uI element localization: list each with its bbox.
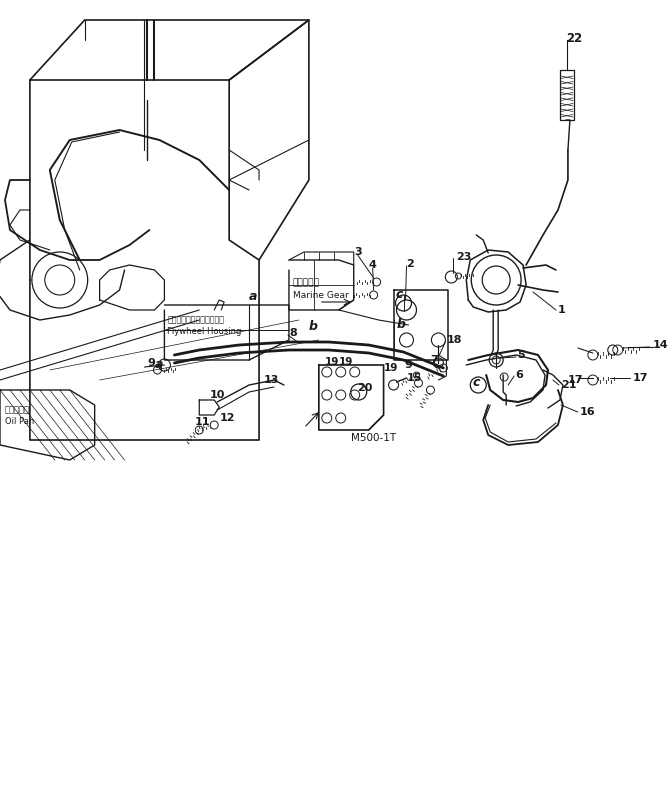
- Text: 3: 3: [355, 247, 362, 257]
- Text: 11: 11: [194, 417, 210, 427]
- Text: M500-1T: M500-1T: [351, 433, 396, 443]
- Text: c: c: [396, 289, 403, 302]
- Text: 9: 9: [147, 358, 155, 368]
- Text: 8: 8: [289, 328, 297, 338]
- Text: a: a: [249, 290, 257, 302]
- Text: 16: 16: [580, 407, 595, 417]
- Text: 6: 6: [515, 370, 523, 380]
- Text: 19: 19: [384, 363, 398, 373]
- Text: 19: 19: [339, 357, 353, 367]
- Text: 21: 21: [561, 380, 577, 390]
- Text: 2: 2: [407, 259, 414, 269]
- Text: b: b: [309, 321, 318, 334]
- Text: 19: 19: [325, 357, 339, 367]
- Text: 17: 17: [568, 375, 583, 385]
- Text: 23: 23: [456, 252, 472, 262]
- Text: 20: 20: [357, 383, 372, 393]
- Text: フライホイールハウジング: フライホイールハウジング: [167, 315, 224, 325]
- Text: 17: 17: [632, 373, 648, 383]
- Text: 10: 10: [209, 390, 224, 400]
- Text: c: c: [472, 375, 480, 389]
- Text: 14: 14: [653, 340, 668, 350]
- Text: 9: 9: [405, 360, 413, 370]
- Text: Oil Pan: Oil Pan: [5, 418, 34, 426]
- Text: Marine Gear: Marine Gear: [293, 290, 349, 299]
- Text: 7: 7: [431, 355, 438, 365]
- Text: オイルパン: オイルパン: [5, 406, 30, 414]
- Text: 5: 5: [517, 350, 525, 360]
- Text: 4: 4: [369, 260, 376, 270]
- Text: 15: 15: [407, 373, 422, 383]
- Text: 22: 22: [566, 31, 582, 45]
- Text: a: a: [155, 358, 163, 371]
- Text: 18: 18: [446, 335, 462, 345]
- Text: Flywheel Housing: Flywheel Housing: [167, 326, 242, 335]
- Text: 13: 13: [264, 375, 280, 385]
- Text: 1: 1: [558, 305, 566, 315]
- Text: マリンギア: マリンギア: [293, 278, 320, 287]
- Text: b: b: [396, 318, 405, 331]
- Text: 12: 12: [219, 413, 235, 423]
